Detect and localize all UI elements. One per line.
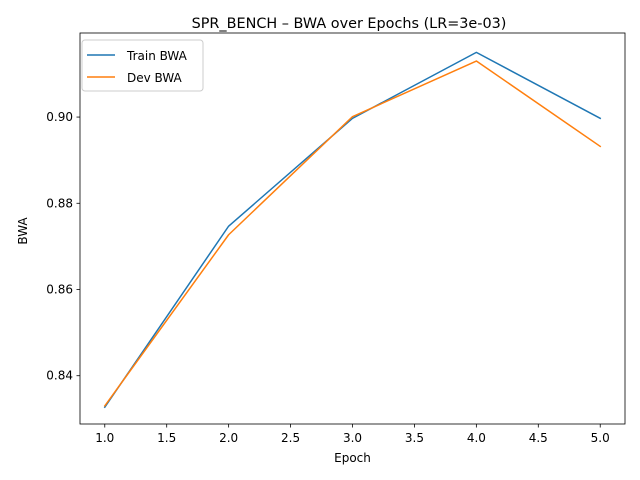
y-tick-label: 0.88: [46, 196, 73, 210]
x-tick-label: 4.5: [529, 431, 548, 445]
y-tick-label: 0.90: [46, 110, 73, 124]
legend-label-train-bwa: Train BWA: [126, 49, 188, 63]
legend-label-dev-bwa: Dev BWA: [127, 71, 183, 85]
legend-box: [81, 39, 204, 92]
y-axis-ticks: 0.84 0.86 0.88 0.90: [46, 110, 80, 383]
x-tick-label: 2.0: [219, 431, 238, 445]
x-tick-label: 1.0: [95, 431, 114, 445]
series-layer: [103, 51, 602, 409]
x-tick-label: 2.5: [281, 431, 300, 445]
y-tick-label: 0.84: [46, 369, 73, 383]
y-tick-label: 0.86: [46, 282, 73, 296]
x-axis-ticks: 1.0 1.5 2.0 2.5 3.0 3.5 4.0 4.5 5.0: [95, 424, 610, 445]
chart-title: SPR_BENCH – BWA over Epochs (LR=3e-03): [192, 16, 507, 32]
x-axis-label: Epoch: [334, 451, 371, 465]
x-tick-label: 5.0: [591, 431, 610, 445]
series-line-dev-bwa: [103, 60, 602, 407]
plot-frame: [79, 32, 626, 425]
x-tick-label: 3.0: [343, 431, 362, 445]
y-axis-label: BWA: [16, 217, 30, 245]
legend: Train BWA Dev BWA: [81, 39, 204, 92]
x-tick-label: 3.5: [405, 431, 424, 445]
series-line-train-bwa: [103, 51, 602, 409]
plot-area: [80, 33, 625, 424]
x-tick-label: 1.5: [157, 431, 176, 445]
x-tick-label: 4.0: [467, 431, 486, 445]
